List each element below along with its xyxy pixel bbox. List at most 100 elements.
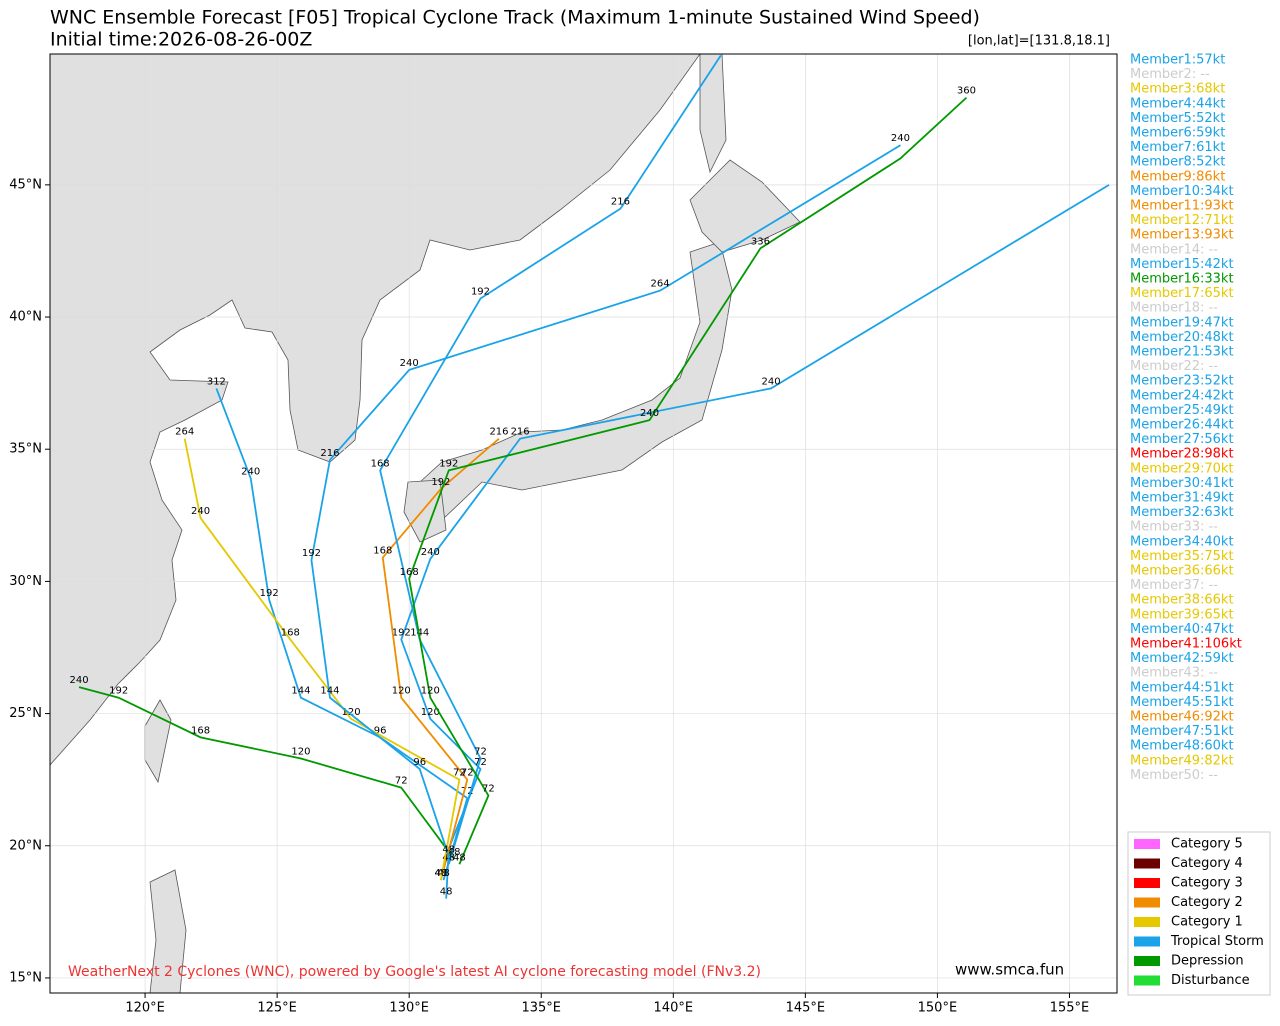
legend-label: Category 1 [1171, 915, 1243, 930]
member-label: Member17:65kt [1130, 286, 1234, 301]
member-label: Member2: -- [1130, 67, 1210, 82]
hour-label: 192 [439, 458, 458, 469]
hour-label: 144 [410, 628, 429, 639]
member-label: Member50: -- [1130, 768, 1218, 783]
y-tick-label: 15°N [9, 970, 42, 985]
legend-label: Category 4 [1171, 856, 1243, 871]
hour-label: 48 [437, 868, 450, 879]
member-label: Member1:57kt [1130, 53, 1225, 68]
track [379, 54, 722, 865]
hour-label: 168 [373, 546, 392, 557]
member-label: Member8:52kt [1130, 155, 1225, 170]
x-tick-label: 145°E [786, 1001, 826, 1016]
member-label: Member24:42kt [1130, 388, 1234, 403]
x-tick-label: 130°E [389, 1001, 429, 1016]
member-label: Member12:71kt [1130, 213, 1234, 228]
hour-label: 240 [891, 133, 910, 144]
hour-label: 144 [320, 686, 339, 697]
hour-label: 72 [395, 776, 408, 787]
member-label: Member37: -- [1130, 578, 1218, 593]
member-label: Member11:93kt [1130, 199, 1234, 214]
legend-label: Category 2 [1171, 895, 1243, 910]
hour-label: 264 [175, 427, 194, 438]
legend-swatch [1134, 975, 1160, 986]
hour-label: 240 [761, 376, 780, 387]
hour-label: 48 [442, 852, 455, 863]
legend-label: Disturbance [1171, 973, 1250, 988]
member-label: Member27:56kt [1130, 432, 1234, 447]
member-label: Member14: -- [1130, 242, 1218, 257]
credit: WeatherNext 2 Cyclones (WNC), powered by… [68, 964, 761, 980]
hour-label: 240 [640, 408, 659, 419]
member-label: Member18: -- [1130, 301, 1218, 316]
legend-swatch [1134, 936, 1160, 947]
member-label: Member28:98kt [1130, 447, 1234, 462]
member-label: Member22: -- [1130, 359, 1218, 374]
track [400, 184, 1110, 899]
hour-label: 72 [482, 784, 495, 795]
member-label: Member29:70kt [1130, 461, 1234, 476]
legend-label: Category 3 [1171, 876, 1243, 891]
member-label: Member48:60kt [1130, 739, 1234, 754]
track [408, 96, 968, 865]
x-tick-label: 140°E [654, 1001, 694, 1016]
hour-label: 48 [440, 887, 453, 898]
member-label: Member10:34kt [1130, 184, 1234, 199]
member-label: Member43: -- [1130, 666, 1218, 681]
hour-label: 192 [260, 588, 279, 599]
y-tick-label: 35°N [9, 442, 42, 457]
member-label: Member34:40kt [1130, 534, 1234, 549]
member-label: Member13:93kt [1130, 228, 1234, 243]
track [183, 438, 461, 881]
hour-label: 192 [109, 686, 128, 697]
member-label: Member3:68kt [1130, 82, 1225, 97]
hour-label: 192 [431, 477, 450, 488]
hour-label: 72 [474, 747, 487, 758]
hour-label: 48 [448, 847, 461, 858]
y-tick-label: 20°N [9, 838, 42, 853]
member-label: Member5:52kt [1130, 111, 1225, 126]
member-label: Member15:42kt [1130, 257, 1234, 272]
hour-label: 120 [291, 747, 310, 758]
hour-label: 144 [291, 686, 310, 697]
member-label: Member47:51kt [1130, 724, 1234, 739]
member-label: Member7:61kt [1130, 140, 1225, 155]
hour-label: 48 [453, 852, 466, 863]
member-label: Member35:75kt [1130, 549, 1234, 564]
x-tick-label: 125°E [257, 1001, 297, 1016]
hour-label: 216 [611, 197, 630, 208]
hour-label: 72 [474, 757, 487, 768]
legend-swatch [1134, 917, 1160, 927]
member-label: Member32:63kt [1130, 505, 1234, 520]
x-tick-label: 120°E [125, 1001, 165, 1016]
legend-swatch [1134, 878, 1160, 888]
member-label: Member19:47kt [1130, 315, 1234, 330]
member-label: Member46:92kt [1130, 710, 1234, 725]
member-label: Member39:65kt [1130, 607, 1234, 622]
member-label: Member36:66kt [1130, 564, 1234, 579]
hour-label: 72 [453, 768, 466, 779]
track [381, 437, 500, 881]
hour-label: 120 [392, 686, 411, 697]
member-label: Member49:82kt [1130, 753, 1234, 768]
hour-label: 216 [511, 427, 530, 438]
member-label: Member38:66kt [1130, 593, 1234, 608]
hour-label: 48 [442, 844, 455, 855]
track [78, 686, 455, 860]
y-tick-label: 25°N [9, 706, 42, 721]
legend-swatch [1134, 839, 1160, 849]
member-label: Member40:47kt [1130, 622, 1234, 637]
y-tick-label: 45°N [9, 177, 42, 192]
x-tick-label: 155°E [1050, 1001, 1090, 1016]
hour-label: 72 [461, 786, 474, 797]
hour-label: 192 [302, 548, 321, 559]
y-tick-label: 40°N [9, 310, 42, 325]
x-tick-label: 150°E [918, 1001, 958, 1016]
member-label: Member21:53kt [1130, 345, 1234, 360]
hour-label: 264 [651, 279, 670, 290]
hour-label: 48 [435, 868, 448, 879]
hour-label: 312 [207, 376, 226, 387]
hour-label: 360 [957, 86, 976, 97]
member-label: Member33: -- [1130, 520, 1218, 535]
position-label: [lon,lat]=[131.8,18.1] [968, 34, 1110, 49]
